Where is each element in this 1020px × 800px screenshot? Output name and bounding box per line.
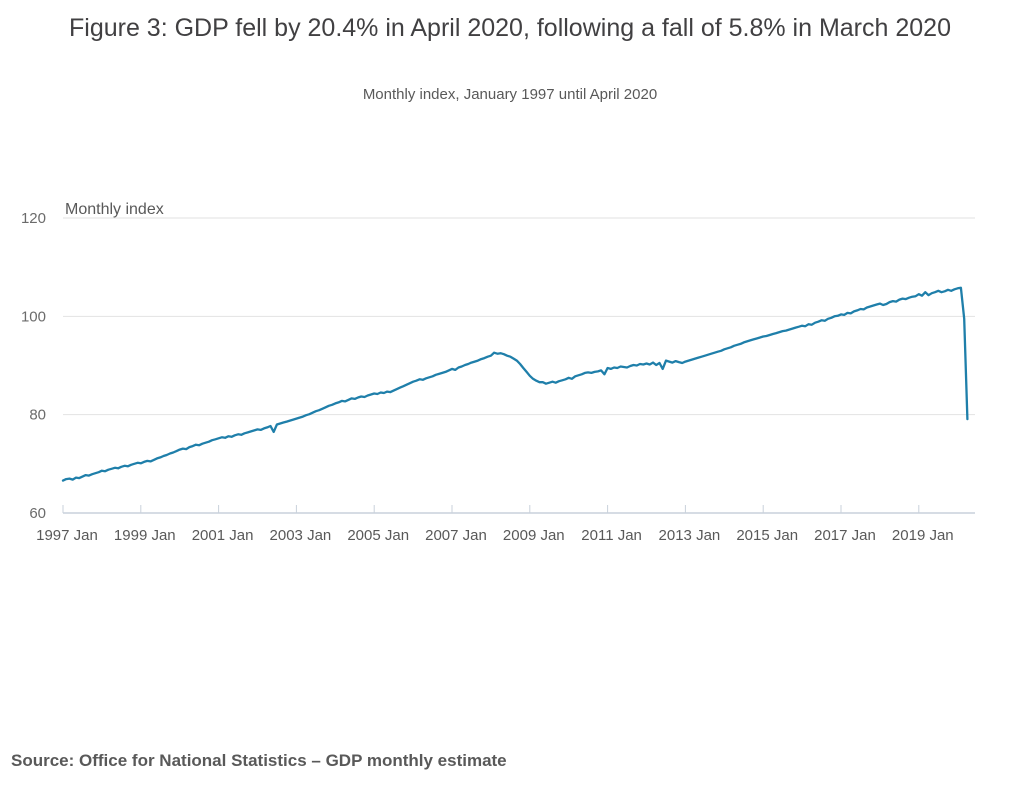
x-tick-label: 2015 Jan: [736, 527, 798, 544]
gridlines-group: [63, 217, 975, 514]
y-tick-label: 100: [21, 308, 46, 325]
gdp-line-chart: 120 100 80 60 Monthly index 1997 Jan 1999 Jan 2…: [21, 201, 975, 544]
x-tick-label: 2019 Jan: [892, 527, 954, 544]
x-tick-label: 2007 Jan: [425, 527, 487, 544]
x-tick-label: 1999 Jan: [114, 527, 176, 544]
y-tick-label: 120: [21, 210, 46, 227]
y-axis-labels-group: 120 100 80 60: [21, 210, 46, 522]
chart-subtitle: Monthly index, January 1997 until April …: [362, 86, 658, 103]
y-tick-label: 60: [29, 505, 46, 522]
x-tick-label: 2001 Jan: [192, 527, 254, 544]
x-tick-label: 2011 Jan: [581, 527, 642, 544]
y-axis-title: Monthly index: [65, 201, 164, 218]
x-axis-group: 1997 Jan 1999 Jan 2001 Jan 2003 Jan 2005 Jan…: [36, 505, 975, 544]
y-tick-label: 80: [29, 407, 46, 424]
x-tick-label: 2005 Jan: [347, 527, 409, 544]
x-tick-label: 2003 Jan: [270, 527, 332, 544]
x-tick-label: 2009 Jan: [503, 527, 565, 544]
x-tick-label: 1997 Jan: [36, 527, 98, 544]
gdp-line-series: [61, 286, 969, 482]
chart-title: Figure 3: GDP fell by 20.4% in April 202…: [69, 14, 951, 42]
x-tick-label: 2013 Jan: [659, 527, 721, 544]
x-tick-label: 2017 Jan: [814, 527, 876, 544]
chart-source: Source: Office for National Statistics –…: [11, 751, 507, 770]
